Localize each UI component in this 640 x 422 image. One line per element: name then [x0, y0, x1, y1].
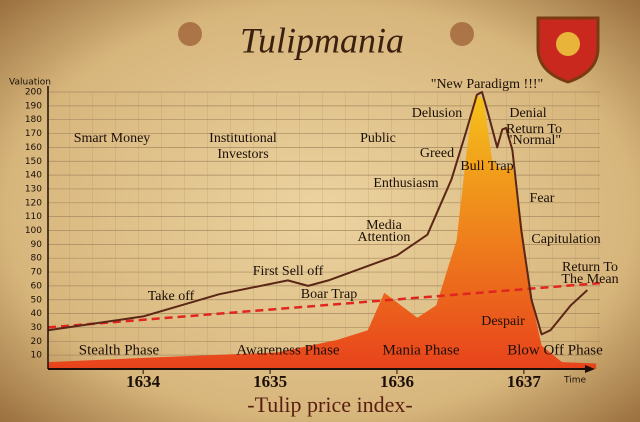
y-tick-label: 100 — [25, 226, 42, 236]
y-tick-label: 50 — [31, 295, 43, 305]
y-tick-label: 120 — [25, 198, 42, 208]
phase-label: Stealth Phase — [79, 342, 160, 358]
y-tick-label: 150 — [25, 157, 42, 167]
annotation: Bull Trap — [460, 159, 513, 174]
annotation: The Mean — [561, 272, 618, 287]
annotation: "New Paradigm !!!" — [431, 77, 544, 92]
time-label: Time — [563, 376, 586, 386]
annotation: Greed — [420, 146, 454, 161]
y-tick-label: 20 — [31, 337, 43, 347]
annotation: Attention — [358, 230, 411, 245]
annotation: Return To — [562, 260, 618, 275]
phase-label: Blow Off Phase — [507, 342, 603, 358]
x-tick-label: 1634 — [126, 372, 161, 391]
y-tick-label: 80 — [31, 254, 43, 264]
annotation: Capitulation — [531, 232, 600, 247]
y-axis-label: Valuation — [9, 78, 51, 88]
y-tick-label: 180 — [25, 115, 42, 125]
x-axis-label: -Tulip price index- — [247, 392, 412, 417]
annotation: "Normal" — [507, 133, 561, 148]
annotation: Return To — [506, 122, 562, 137]
y-tick-label: 40 — [31, 309, 43, 319]
x-axis-arrow — [585, 365, 595, 373]
y-tick-label: 110 — [25, 212, 42, 222]
y-tick-label: 10 — [31, 351, 43, 361]
x-tick-label: 1637 — [507, 372, 542, 391]
annotation: Smart Money — [74, 131, 151, 146]
flower-right — [450, 22, 474, 46]
y-tick-label: 200 — [25, 88, 42, 98]
y-tick-label: 190 — [25, 101, 42, 111]
annotation: Take off — [148, 289, 195, 304]
y-tick-label: 30 — [31, 323, 43, 333]
flower-left — [178, 22, 202, 46]
annotation: Institutional — [209, 131, 277, 146]
price-area — [48, 94, 597, 370]
annotation: Despair — [481, 314, 525, 329]
annotation: Investors — [217, 147, 268, 162]
y-tick-label: 90 — [31, 240, 43, 250]
x-tick-label: 1636 — [380, 372, 414, 391]
annotation: Boar Trap — [301, 287, 357, 302]
y-tick-label: 170 — [25, 129, 42, 139]
annotation: Fear — [530, 191, 555, 206]
annotation: Denial — [509, 106, 546, 121]
coat-of-arms — [536, 16, 600, 84]
x-tick-label: 1635 — [253, 372, 287, 391]
trend-line — [47, 281, 601, 329]
annotation: Media — [366, 218, 403, 233]
phase-label: Awareness Phase — [236, 342, 340, 358]
chart-title: Tulipmania — [240, 20, 404, 60]
phase-label: Mania Phase — [382, 342, 459, 358]
annotation: Public — [360, 131, 396, 146]
y-tick-label: 60 — [31, 281, 43, 291]
annotation: Enthusiasm — [373, 176, 438, 191]
y-tick-label: 130 — [25, 184, 42, 194]
annotation: Delusion — [412, 106, 463, 121]
y-tick-label: 140 — [25, 171, 42, 181]
annotation: First Sell off — [253, 264, 324, 279]
y-tick-label: 160 — [25, 143, 42, 153]
y-tick-label: 70 — [31, 268, 43, 278]
sentiment-line — [47, 91, 588, 336]
